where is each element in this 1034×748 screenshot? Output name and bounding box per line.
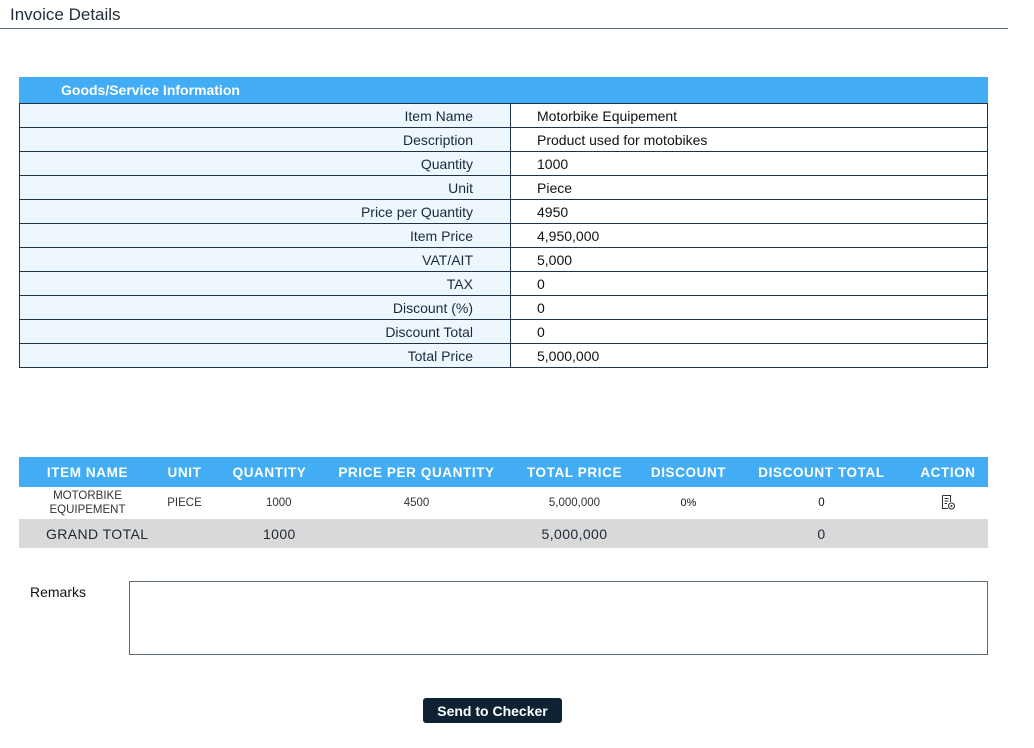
page-title: Invoice Details: [10, 5, 121, 24]
info-row-discount-percent: Discount (%) 0: [19, 295, 988, 320]
info-value: 4950: [510, 199, 988, 224]
info-value: 1000: [510, 151, 988, 176]
column-header-total-price: TOTAL PRICE: [507, 457, 642, 487]
info-row-tax: TAX 0: [19, 271, 988, 296]
cell-total-price: 5,000,000: [507, 487, 642, 519]
column-header-item-name: ITEM NAME: [19, 457, 156, 487]
column-header-unit: UNIT: [156, 457, 213, 487]
info-value: 5,000,000: [510, 343, 988, 368]
grand-total-discount: [642, 519, 735, 548]
document-view-icon[interactable]: [940, 494, 956, 513]
cell-item-name: MOTORBIKE EQUIPEMENT: [19, 487, 156, 519]
info-row-quantity: Quantity 1000: [19, 151, 988, 176]
column-header-price-per-quantity: PRICE PER QUANTITY: [326, 457, 507, 487]
grand-total-label: GRAND TOTAL: [19, 519, 156, 548]
grand-total-discount-total: 0: [735, 519, 908, 548]
items-table: ITEM NAME UNIT QUANTITY PRICE PER QUANTI…: [19, 457, 988, 548]
cell-action: [908, 487, 988, 519]
remarks-label: Remarks: [30, 584, 87, 600]
info-label: VAT/AIT: [19, 247, 511, 272]
send-to-checker-button[interactable]: Send to Checker: [423, 698, 562, 723]
info-value: 4,950,000: [510, 223, 988, 248]
column-header-discount: DISCOUNT: [642, 457, 735, 487]
grand-total-unit: [156, 519, 213, 548]
items-table-header: ITEM NAME UNIT QUANTITY PRICE PER QUANTI…: [19, 457, 988, 487]
cell-discount-total: 0: [735, 487, 908, 519]
info-value: Motorbike Equipement: [510, 103, 988, 128]
column-header-discount-total: DISCOUNT TOTAL: [735, 457, 908, 487]
info-label: Description: [19, 127, 511, 152]
info-label: Item Name: [19, 103, 511, 128]
info-value: 0: [510, 319, 988, 344]
goods-info-table: Item Name Motorbike Equipement Descripti…: [19, 103, 988, 368]
info-row-unit: Unit Piece: [19, 175, 988, 200]
info-label: Unit: [19, 175, 511, 200]
info-value: 0: [510, 271, 988, 296]
info-label: Price per Quantity: [19, 199, 511, 224]
info-row-item-name: Item Name Motorbike Equipement: [19, 103, 988, 128]
info-value: Piece: [510, 175, 988, 200]
info-value: Product used for motobikes: [510, 127, 988, 152]
title-divider: [0, 28, 1008, 29]
items-table-section: ITEM NAME UNIT QUANTITY PRICE PER QUANTI…: [19, 457, 988, 548]
info-value: 0: [510, 295, 988, 320]
grand-total-row: GRAND TOTAL 1000 5,000,000 0: [19, 519, 988, 548]
grand-total-quantity: 1000: [213, 519, 326, 548]
info-label: TAX: [19, 271, 511, 296]
remarks-input[interactable]: [129, 581, 988, 655]
info-label: Quantity: [19, 151, 511, 176]
info-row-item-price: Item Price 4,950,000: [19, 223, 988, 248]
info-label: Discount Total: [19, 319, 511, 344]
goods-info-header: Goods/Service Information: [19, 77, 988, 103]
info-row-discount-total: Discount Total 0: [19, 319, 988, 344]
info-row-price-per-quantity: Price per Quantity 4950: [19, 199, 988, 224]
grand-total-price-per-quantity: [326, 519, 507, 548]
info-row-vat-ait: VAT/AIT 5,000: [19, 247, 988, 272]
cell-price-per-quantity: 4500: [326, 487, 507, 519]
info-label: Discount (%): [19, 295, 511, 320]
info-label: Total Price: [19, 343, 511, 368]
info-row-description: Description Product used for motobikes: [19, 127, 988, 152]
grand-total-action: [908, 519, 988, 548]
grand-total-total-price: 5,000,000: [507, 519, 642, 548]
column-header-quantity: QUANTITY: [213, 457, 326, 487]
cell-quantity: 1000: [213, 487, 326, 519]
info-row-total-price: Total Price 5,000,000: [19, 343, 988, 368]
cell-discount: 0%: [642, 487, 735, 519]
cell-unit: PIECE: [156, 487, 213, 519]
info-label: Item Price: [19, 223, 511, 248]
column-header-action: ACTION: [908, 457, 988, 487]
goods-service-information: Goods/Service Information Item Name Moto…: [19, 77, 988, 368]
table-row: MOTORBIKE EQUIPEMENT PIECE 1000 4500 5,0…: [19, 487, 988, 519]
info-value: 5,000: [510, 247, 988, 272]
